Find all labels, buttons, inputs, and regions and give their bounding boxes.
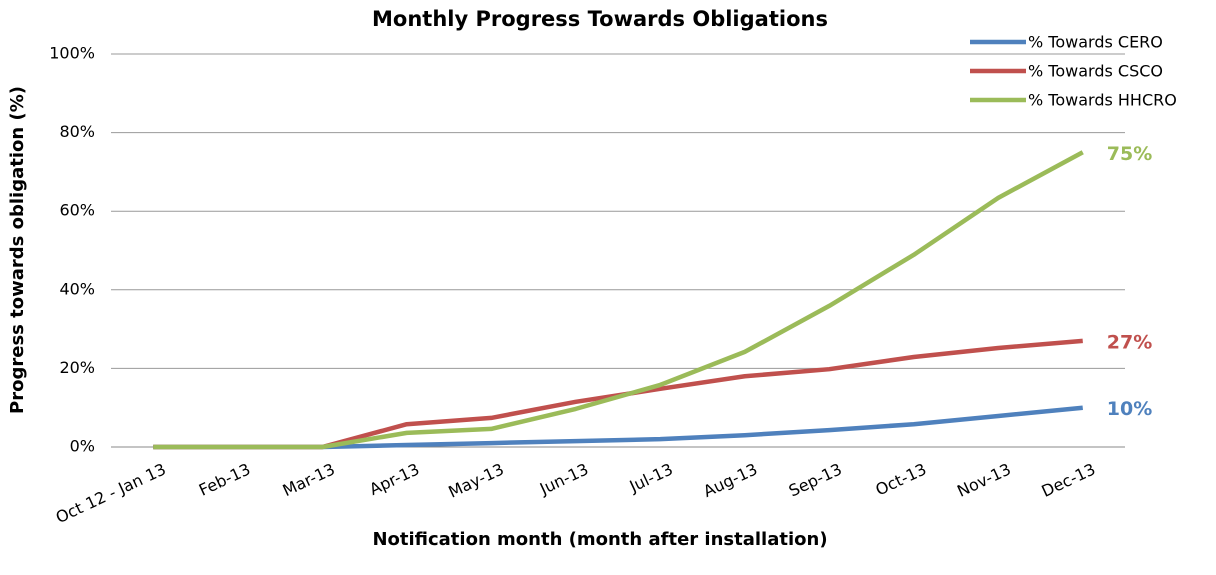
y-tick-label: 80%	[59, 122, 95, 141]
x-axis-label: Notification month (month after installa…	[372, 529, 827, 550]
x-tick-label: May-13	[445, 459, 506, 501]
y-tick-label: 20%	[59, 358, 95, 377]
x-tick-label: Feb-13	[196, 459, 253, 499]
data-label: 75%	[1107, 143, 1152, 165]
x-tick-label: Mar-13	[280, 459, 338, 500]
series-line	[153, 405, 1083, 450]
y-tick-label: 100%	[49, 44, 95, 63]
series-line	[153, 150, 1084, 450]
x-tick-label: Apr-13	[366, 459, 422, 499]
x-tick-label: Jul-13	[626, 459, 676, 496]
x-tick-label: Jun-13	[536, 459, 591, 498]
x-tick-label: Nov-13	[954, 459, 1014, 500]
x-tick-label: Sep-13	[786, 459, 845, 500]
x-tick-label: Aug-13	[700, 459, 760, 500]
x-tick-label: Oct 12 - Jan 13	[53, 459, 169, 527]
y-tick-label: 40%	[59, 279, 95, 298]
x-tick-label: Dec-13	[1039, 459, 1099, 500]
y-axis-label: Progress towards obligation (%)	[7, 86, 28, 414]
legend-label: % Towards CSCO	[1028, 62, 1163, 81]
series-line	[153, 338, 1083, 450]
data-label: 27%	[1107, 331, 1152, 353]
y-tick-label: 0%	[70, 437, 95, 456]
legend-label: % Towards HHCRO	[1028, 91, 1177, 110]
x-tick-label: Oct-13	[873, 459, 930, 499]
y-tick-label: 60%	[59, 201, 95, 220]
legend-label: % Towards CERO	[1028, 33, 1163, 52]
chart-title: Monthly Progress Towards Obligations	[372, 7, 828, 31]
data-label: 10%	[1107, 398, 1152, 420]
